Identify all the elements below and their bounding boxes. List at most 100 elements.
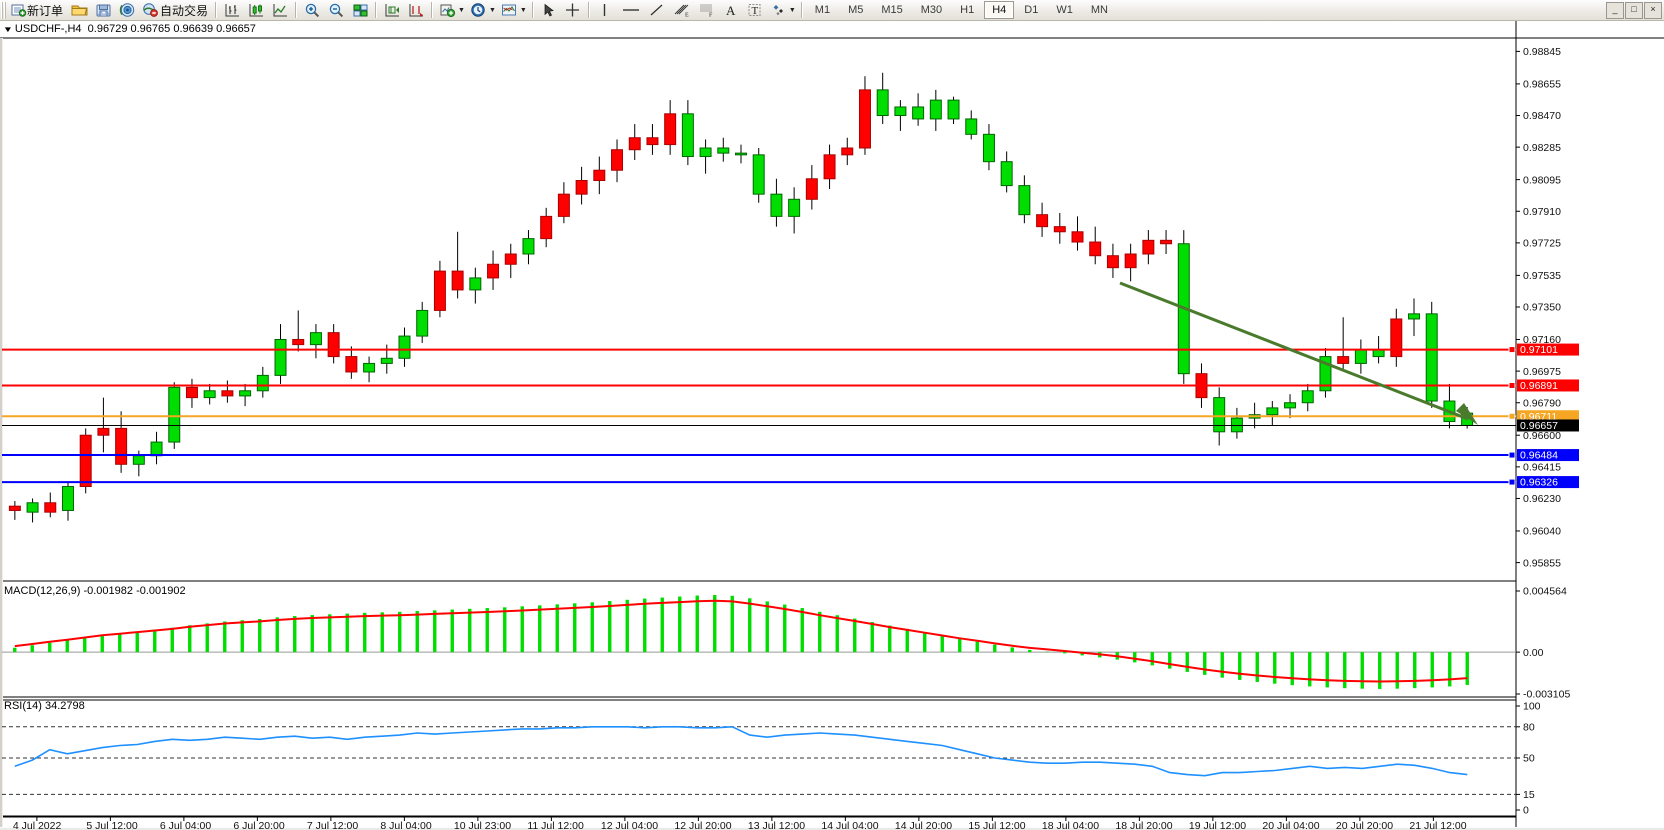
zoom-out-button[interactable] <box>324 1 348 20</box>
timeframe-d1-button[interactable]: D1 <box>1024 4 1039 16</box>
templates-icon <box>501 4 516 16</box>
minimize-button[interactable]: _ <box>1606 1 1624 19</box>
candle <box>965 118 978 135</box>
timeframe-m15-button[interactable]: M15 <box>881 4 903 16</box>
chevron-down-icon[interactable]: ▼ <box>519 6 527 14</box>
line-chart-button[interactable] <box>268 1 292 20</box>
candle <box>185 386 198 399</box>
chart-collapse-icon[interactable]: ▼ <box>2 25 14 34</box>
timeframe-mn-button[interactable]: MN <box>1090 4 1108 16</box>
price-level-badge-text: 0.97101 <box>1520 344 1558 356</box>
signal-button[interactable] <box>115 1 139 20</box>
candle <box>1425 313 1438 402</box>
chevron-down-icon[interactable]: ▼ <box>488 6 496 14</box>
candle <box>380 357 393 364</box>
price-tick-label: 0.98470 <box>1523 110 1561 122</box>
candle <box>1284 402 1297 409</box>
zoom-out-icon <box>329 3 343 18</box>
templates-button[interactable]: ▼ <box>498 1 529 20</box>
macd-tick-label: 0.00 <box>1523 647 1544 659</box>
price-level-badge <box>1517 419 1579 432</box>
toolbar-separator-5 <box>531 2 534 18</box>
timeframe-h1-button[interactable]: H1 <box>960 4 975 16</box>
trend-arrow-line[interactable] <box>1119 281 1469 421</box>
channel-button[interactable]: F <box>694 1 719 20</box>
candle <box>363 362 376 373</box>
folder-button[interactable] <box>67 1 91 20</box>
price-tick-label: 0.97160 <box>1523 334 1561 346</box>
add-indicator-button[interactable]: ▼ <box>436 1 467 20</box>
toolbar-separator-2 <box>295 2 298 18</box>
autotrading-button[interactable]: 自动交易 <box>139 1 212 20</box>
price-tick-label: 0.97535 <box>1523 270 1561 282</box>
candle <box>26 502 39 513</box>
price-tick-label: 0.95855 <box>1523 557 1561 569</box>
chevron-down-icon[interactable]: ▼ <box>788 6 796 14</box>
maximize-button[interactable]: □ <box>1625 1 1643 19</box>
chart-canvas[interactable]: 0.98845 0.98655 0.98470 0.98285 0.98095 0.979… <box>0 21 1664 830</box>
period-button[interactable]: ▼ <box>467 1 498 20</box>
tile-windows-button[interactable] <box>348 1 372 20</box>
candle <box>1124 253 1137 269</box>
trendline-button[interactable] <box>645 1 669 20</box>
timeframe-h4-button[interactable]: H4 <box>984 1 1015 19</box>
chart-symbol-header: ▼ USDCHF-,H4 0.96729 0.96765 0.96639 0.96… <box>2 23 256 35</box>
toolbar-separator-4 <box>431 2 434 18</box>
timeframe-w1-button[interactable]: W1 <box>1056 4 1073 16</box>
candle <box>469 277 482 291</box>
bar-chart-button[interactable] <box>220 1 244 20</box>
candle <box>1106 255 1119 269</box>
candle <box>1319 356 1332 392</box>
toolbar-separator-7 <box>800 2 803 18</box>
candlestick-button[interactable] <box>244 1 268 20</box>
price-tick-label: 0.96040 <box>1523 526 1561 538</box>
text-box-button[interactable]: T <box>743 1 767 20</box>
price-tick-label: 0.97910 <box>1523 206 1561 218</box>
candle <box>593 169 606 181</box>
candle <box>239 390 252 397</box>
vertical-line-button[interactable] <box>593 1 617 20</box>
candle <box>1266 407 1279 416</box>
time-tick-label: 20 Jul 04:00 <box>1262 820 1319 830</box>
chart-container[interactable]: ▼ USDCHF-,H4 0.96729 0.96765 0.96639 0.96… <box>0 21 1664 830</box>
timeframe-m1-button[interactable]: M1 <box>814 4 831 16</box>
candle <box>79 434 92 488</box>
candle <box>1301 390 1314 404</box>
candle <box>203 390 216 399</box>
crosshair-button[interactable] <box>561 1 585 20</box>
fibonacci-button[interactable]: E <box>669 1 694 20</box>
price-level-badge <box>1517 379 1579 392</box>
candle <box>433 270 446 311</box>
candle <box>858 89 871 149</box>
candle <box>1142 239 1155 255</box>
candle <box>770 193 783 217</box>
price-level-badge <box>1517 410 1579 423</box>
macd-indicator-label: MACD(12,26,9) -0.001982 -0.001902 <box>4 585 186 597</box>
candle <box>1408 313 1421 320</box>
price-tick-label: 0.96230 <box>1523 493 1561 505</box>
zoom-in-button[interactable] <box>300 1 324 20</box>
toolbar-grip[interactable] <box>1 1 6 19</box>
svg-text:E: E <box>685 13 689 19</box>
auto-scroll-button[interactable] <box>380 1 404 20</box>
vertical-line-icon <box>604 4 606 16</box>
candle <box>1018 185 1031 216</box>
fibonacci-icon: E <box>674 4 689 19</box>
bar-chart-icon <box>225 4 239 17</box>
timeframe-m30-button[interactable]: M30 <box>920 4 943 16</box>
candle <box>44 502 57 513</box>
new-order-button[interactable]: 新订单 <box>8 1 67 20</box>
chart-low-value: 0.96639 <box>173 23 214 35</box>
close-button[interactable]: × <box>1644 1 1662 19</box>
text-label-button[interactable]: A <box>719 1 743 20</box>
shapes-button[interactable]: ▼ <box>767 1 798 20</box>
tile-windows-icon <box>353 4 368 17</box>
cursor-button[interactable] <box>537 1 561 20</box>
horizontal-line-button[interactable] <box>617 1 645 20</box>
candle <box>504 253 517 265</box>
save-button[interactable] <box>91 1 115 20</box>
timeframe-m5-button[interactable]: M5 <box>848 4 864 16</box>
chevron-down-icon[interactable]: ▼ <box>458 6 465 14</box>
chart-shift-button[interactable] <box>404 1 428 20</box>
